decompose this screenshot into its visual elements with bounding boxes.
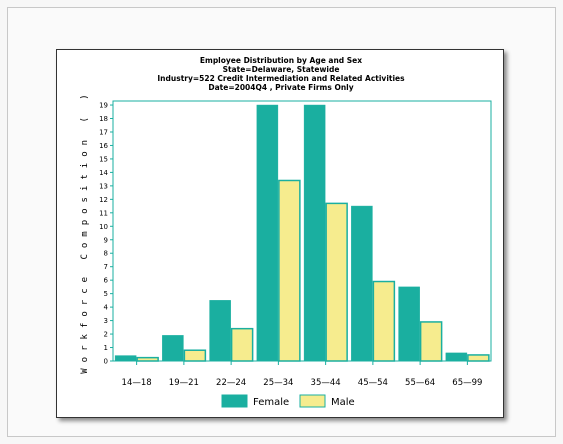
y-tick-label: 17 xyxy=(99,128,108,136)
y-axis-title: Workforce Composition ( ) xyxy=(80,88,90,373)
y-tick-label: 11 xyxy=(99,209,108,217)
employee-distribution-chart: Employee Distribution by Age and SexStat… xyxy=(80,56,492,408)
x-axis-ticks: 14—18 19—21 22—24 25—34 35—44 45—54 55—64 65—99 xyxy=(122,361,482,388)
bar-female-19-21 xyxy=(162,335,184,362)
bars xyxy=(114,104,490,362)
chart-title: Employee Distribution by Age and SexStat… xyxy=(157,56,405,92)
legend-swatch-female xyxy=(221,394,248,408)
y-tick-label: 0 xyxy=(104,358,108,366)
y-tick-label: 10 xyxy=(99,223,108,231)
y-tick-label: 8 xyxy=(104,250,108,258)
bar-male-14-18 xyxy=(136,356,159,362)
bar-female-65-99 xyxy=(445,352,468,362)
y-tick-label: 14 xyxy=(99,169,108,177)
bar-female-35-44 xyxy=(303,104,326,362)
bar-male-22-24 xyxy=(230,327,254,362)
y-tick-label: 5 xyxy=(104,290,108,298)
bar-male-45-54 xyxy=(372,280,396,362)
bar-male-55-64 xyxy=(419,321,443,362)
title-line-0: Employee Distribution by Age and Sex xyxy=(200,56,362,65)
x-tick-label-22-24: 22—24 xyxy=(216,378,246,388)
legend-swatch-male xyxy=(299,394,326,408)
y-tick-label: 18 xyxy=(99,115,108,123)
y-tick-label: 2 xyxy=(104,331,108,339)
y-tick-label: 6 xyxy=(104,277,109,285)
bar-male-25-34 xyxy=(278,179,301,362)
y-tick-label: 7 xyxy=(104,263,108,271)
x-tick-label-19-21: 19—21 xyxy=(169,378,199,388)
y-tick-label: 4 xyxy=(104,304,109,312)
bar-female-25-34 xyxy=(256,104,279,362)
bar-female-45-54 xyxy=(351,205,373,362)
y-tick-label: 13 xyxy=(99,182,108,190)
legend-label-female: Female xyxy=(253,397,289,408)
y-tick-label: 1 xyxy=(104,344,108,352)
y-tick-label: 12 xyxy=(99,196,108,204)
x-tick-label-45-54: 45—54 xyxy=(358,378,388,388)
y-axis-label: Workforce Composition ( ) xyxy=(80,88,90,373)
legend-label-male: Male xyxy=(331,397,355,408)
bar-male-19-21 xyxy=(183,349,207,362)
x-tick-label-55-64: 55—64 xyxy=(405,378,435,388)
y-tick-label: 9 xyxy=(104,236,108,244)
title-line-3: Date=2004Q4 , Private Firms Only xyxy=(208,83,353,92)
window-background: Employee Distribution by Age and Sex Stat… xyxy=(7,7,556,437)
legend: Female Male xyxy=(221,394,355,408)
x-tick-label-65-99: 65—99 xyxy=(452,378,482,388)
y-tick-label: 16 xyxy=(99,142,108,150)
chart-frame: Employee Distribution by Age and Sex Stat… xyxy=(56,49,504,418)
bar-female-55-64 xyxy=(398,286,420,362)
x-tick-label-25-34: 25—34 xyxy=(263,378,293,388)
y-tick-label: 19 xyxy=(99,102,108,110)
plot-axes xyxy=(112,100,492,362)
bar-female-22-24 xyxy=(209,300,231,362)
bar-male-65-99 xyxy=(467,354,490,362)
x-tick-label-14-18: 14—18 xyxy=(122,378,152,388)
y-tick-label: 15 xyxy=(99,155,108,163)
y-tick-label: 3 xyxy=(104,317,108,325)
title-line-2: Industry=522 Credit Intermediation and R… xyxy=(157,74,405,83)
plot-border xyxy=(112,100,492,362)
title-line-1: State=Delaware, Statewide xyxy=(223,65,340,74)
x-tick-label-35-44: 35—44 xyxy=(311,378,341,388)
bar-male-35-44 xyxy=(325,202,348,362)
bar-female-14-18 xyxy=(114,355,137,362)
